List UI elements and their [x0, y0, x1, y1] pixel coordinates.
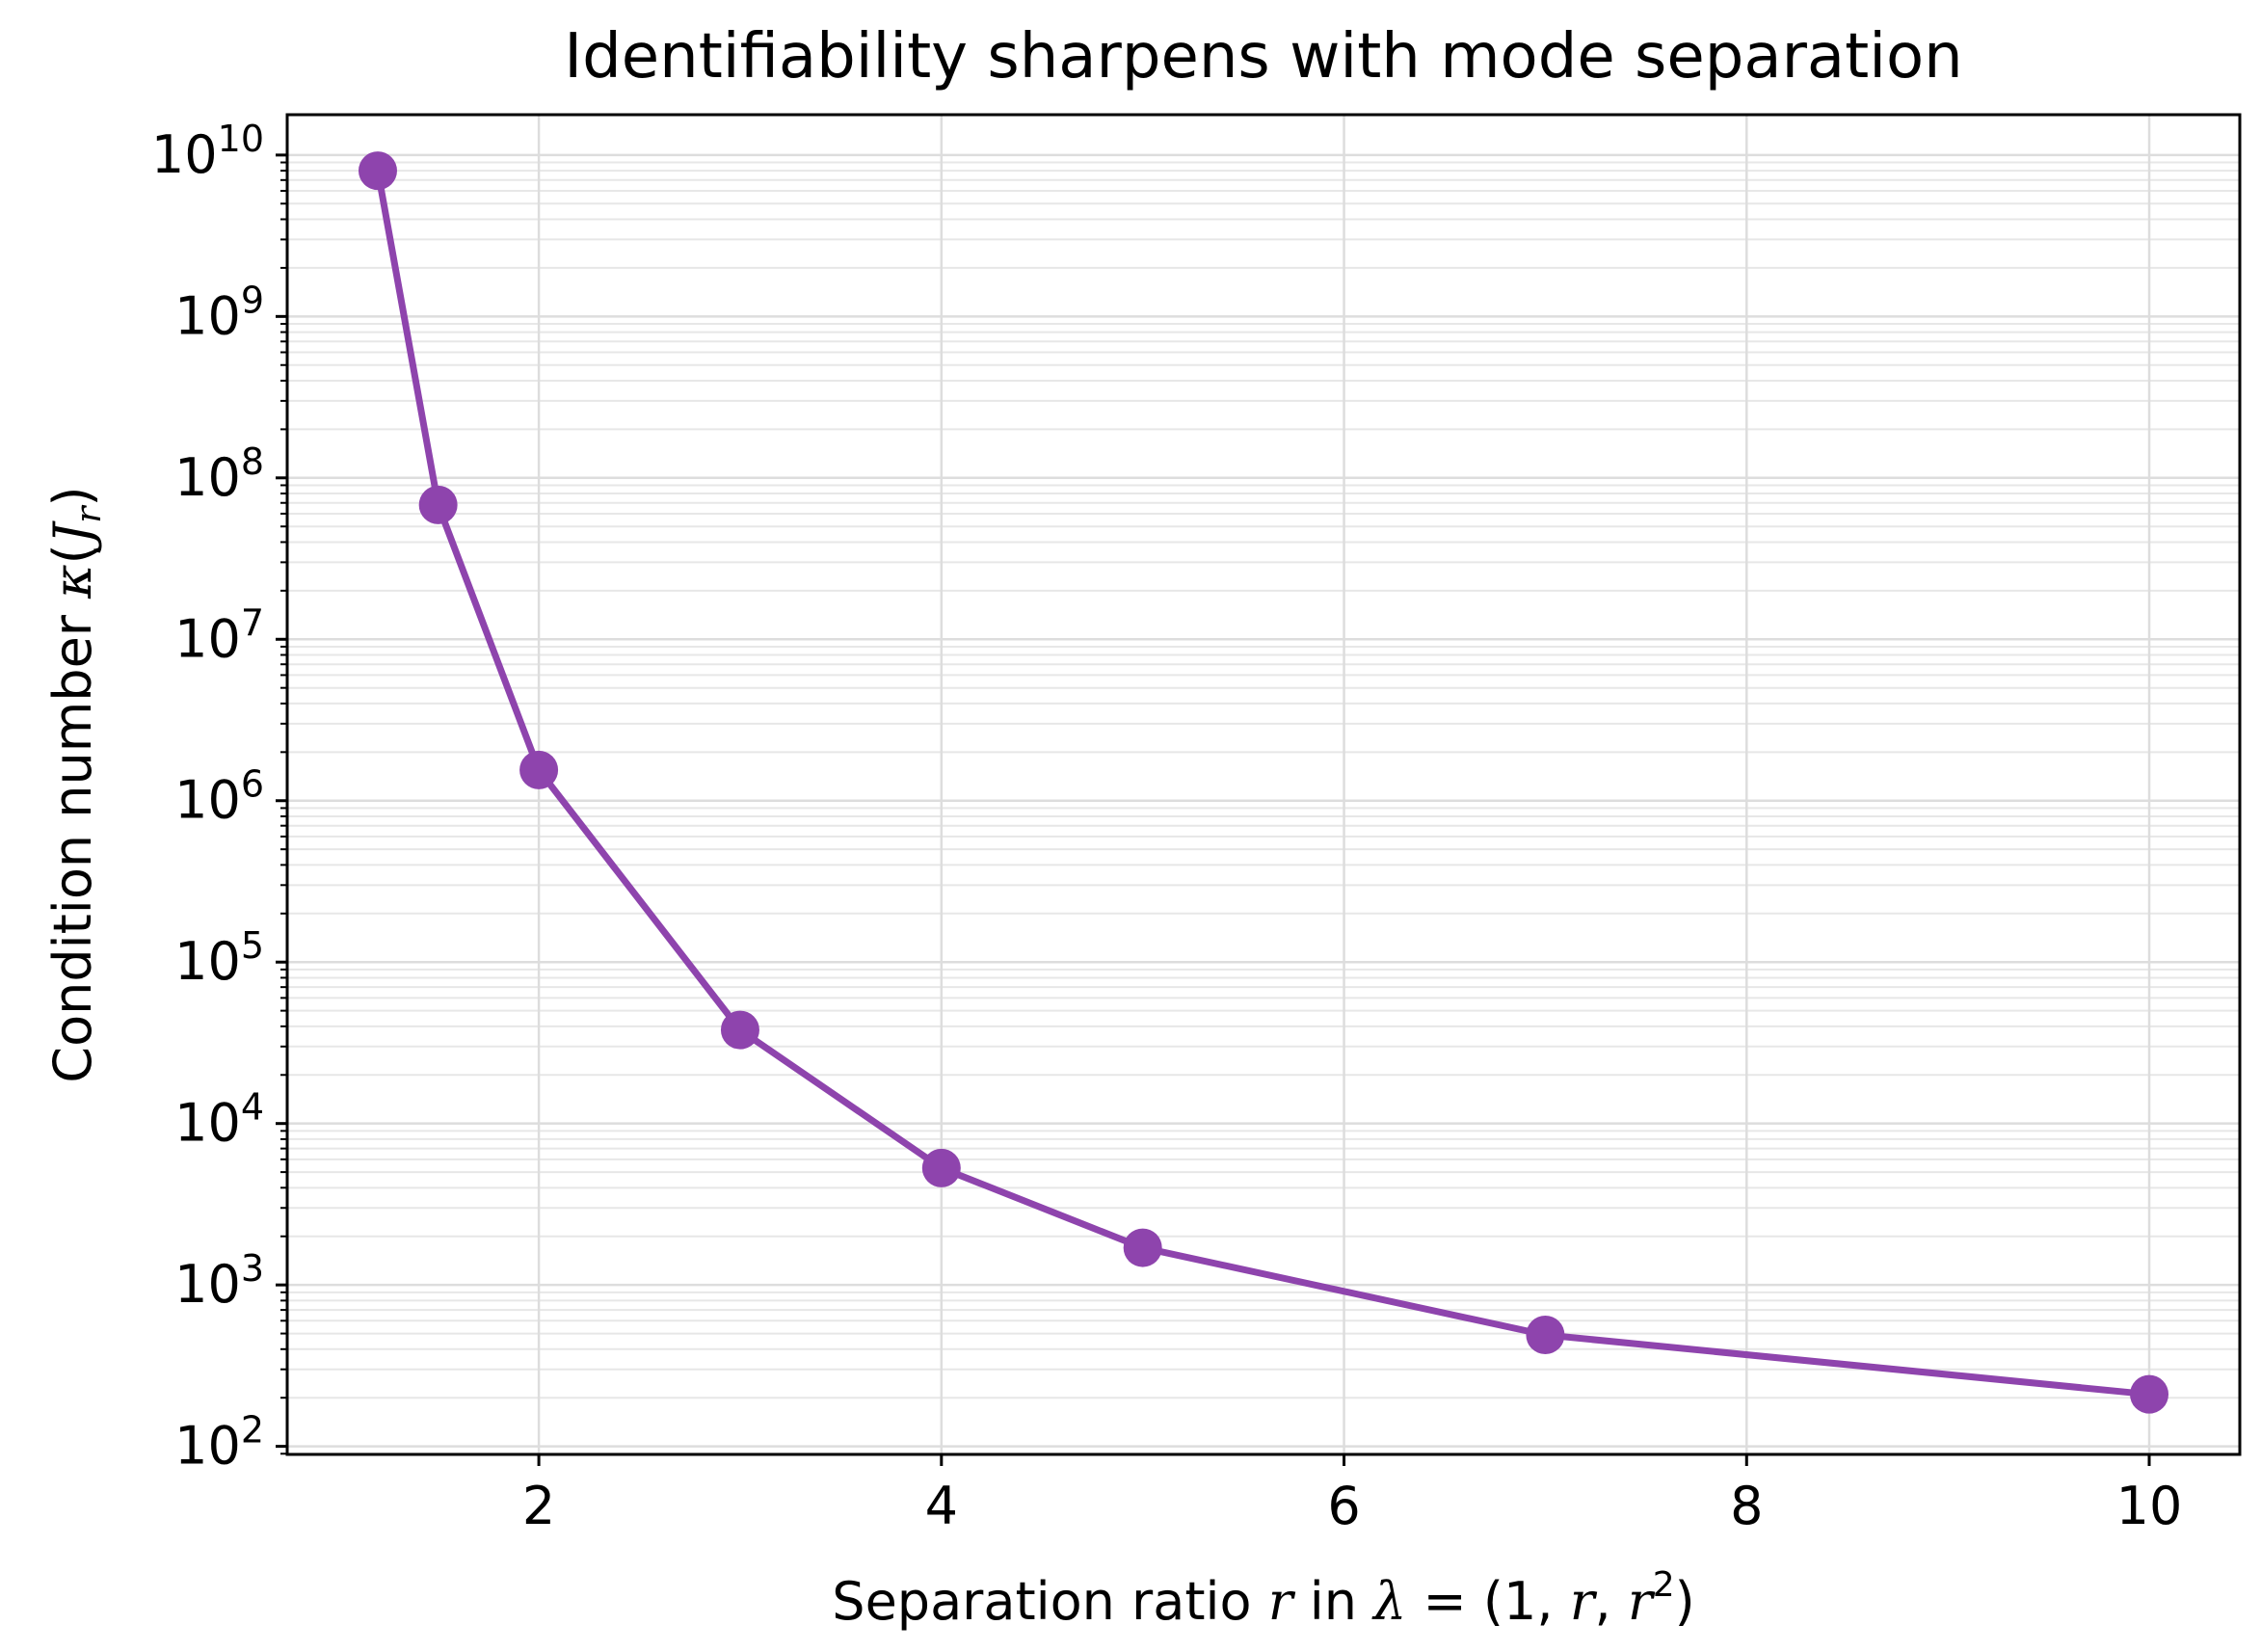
y-tick-label: 107: [174, 601, 264, 669]
y-tick-label: 1010: [151, 118, 264, 185]
y-axis-label: Condition number κ(Jr): [42, 486, 109, 1082]
data-point-marker: [519, 750, 559, 789]
y-tick-label: 105: [174, 924, 264, 992]
data-point-marker: [2130, 1374, 2169, 1414]
axis-layer: 102 103 104 105 106 107 108 109 1010 2 4 6 8 10: [151, 118, 2182, 1536]
plot-frame: [285, 113, 2242, 1456]
series-line: [374, 167, 2153, 1399]
data-point-marker: [1526, 1316, 1565, 1355]
y-tick-label: 108: [174, 440, 264, 508]
x-tick-label: 2: [522, 1476, 555, 1536]
y-tick-label: 104: [174, 1086, 264, 1154]
y-tick-label: 109: [174, 279, 264, 346]
x-axis-label: Separation ratio r in λ = (1, r, r2): [832, 1565, 1694, 1632]
y-tick-label: 103: [174, 1247, 264, 1315]
data-point-marker: [418, 485, 458, 524]
x-tick-label: 10: [2116, 1476, 2183, 1536]
data-point-marker: [720, 1010, 759, 1050]
x-tick-label: 8: [1730, 1476, 1763, 1536]
series-layer: [358, 151, 2169, 1414]
data-point-marker: [1123, 1228, 1162, 1267]
grid-lines: [287, 115, 2240, 1455]
x-tick-label: 4: [925, 1476, 958, 1536]
y-tick-label: 106: [174, 763, 264, 831]
y-tick-label: 102: [174, 1409, 264, 1477]
x-tick-label: 6: [1327, 1476, 1360, 1536]
data-point-marker: [358, 151, 397, 191]
data-point-marker: [921, 1148, 961, 1187]
chart-title: Identifiability sharpens with mode separ…: [564, 21, 1962, 93]
